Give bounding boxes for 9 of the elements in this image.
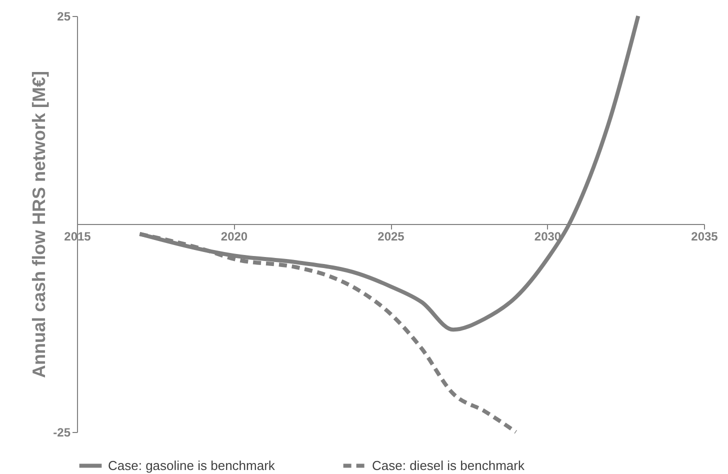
x-tick-label: 2035 xyxy=(691,230,718,244)
x-tick-label: 2020 xyxy=(220,230,248,244)
x-tick-label: 2030 xyxy=(534,230,562,244)
y-tick-label: -25 xyxy=(53,426,71,440)
legend-label: Case: diesel is benchmark xyxy=(372,458,525,473)
y-tick-label: 25 xyxy=(57,10,71,24)
x-tick-label: 2025 xyxy=(378,230,405,244)
legend-label: Case: gasoline is benchmark xyxy=(108,458,276,473)
y-axis-title: Annual cash flow HRS network [M€] xyxy=(29,70,50,378)
